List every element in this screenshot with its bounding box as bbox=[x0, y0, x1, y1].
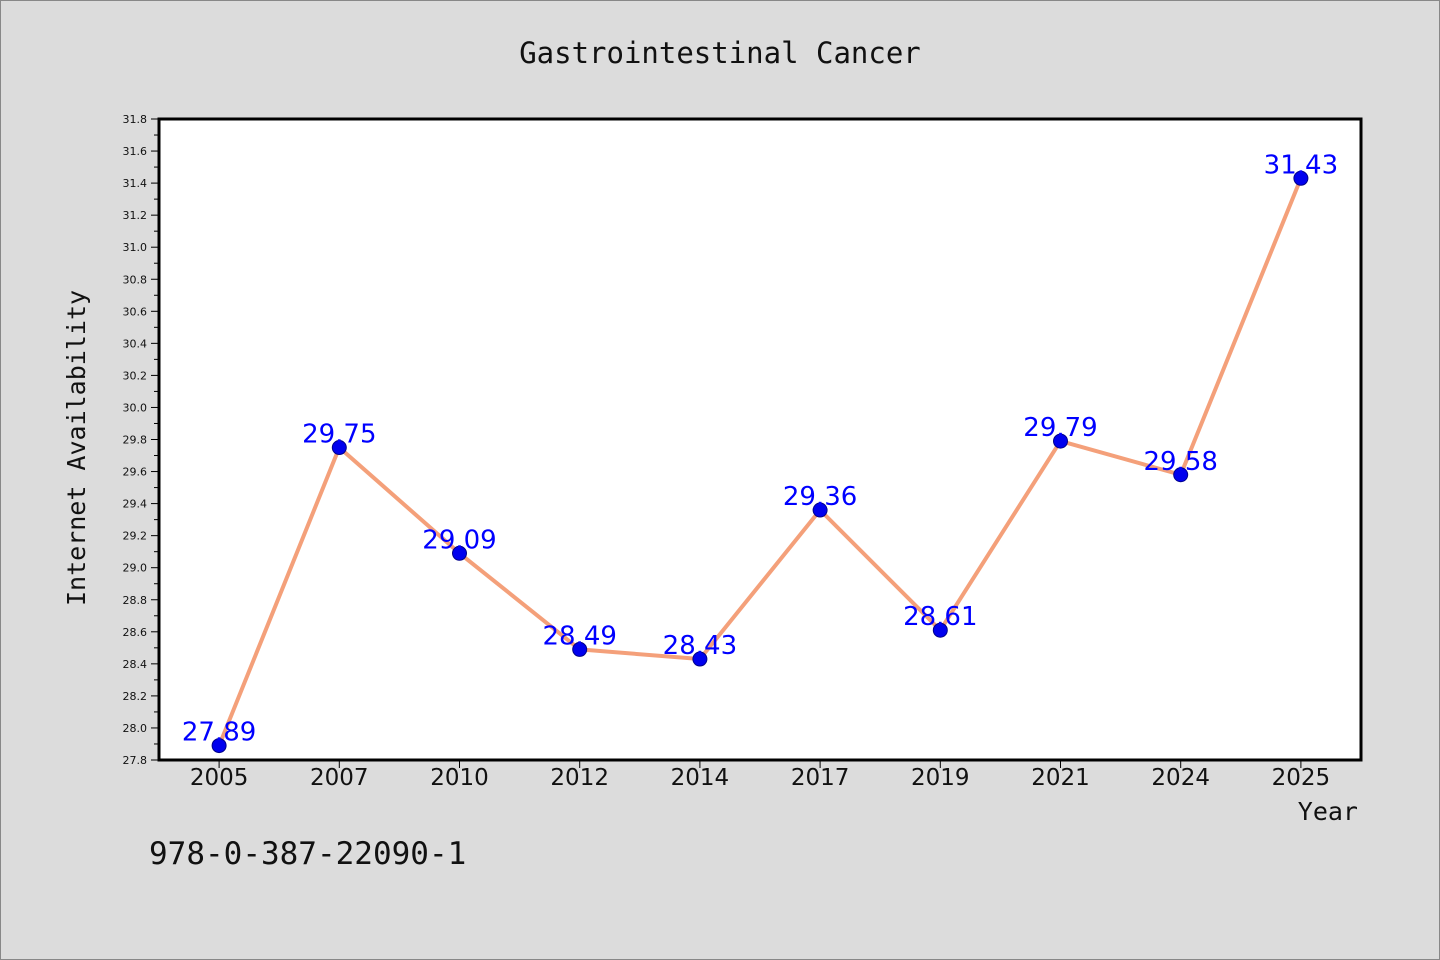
chart-title: Gastrointestinal Cancer bbox=[519, 36, 921, 70]
y-tick-label: 29.0 bbox=[123, 562, 148, 575]
x-tick-label: 2019 bbox=[911, 765, 970, 791]
data-label: 29.75 bbox=[302, 420, 376, 450]
series-group: 27.89 29.75 29.09 28.49 28.43 29.36 28.61 29.79… bbox=[182, 150, 1338, 754]
y-tick-label: 30.4 bbox=[123, 337, 148, 350]
series-line bbox=[217, 176, 1303, 748]
data-label: 29.09 bbox=[422, 525, 496, 555]
footer-code: 978-0-387-22090-1 bbox=[149, 836, 466, 872]
y-tick-label: 28.2 bbox=[123, 690, 148, 703]
x-tick-label: 2024 bbox=[1151, 765, 1210, 791]
y-tick-label: 31.4 bbox=[123, 177, 148, 190]
y-tick-label: 31.6 bbox=[123, 145, 148, 158]
data-point bbox=[692, 651, 708, 667]
data-label: 27.89 bbox=[182, 718, 256, 748]
y-tick-label: 30.6 bbox=[123, 305, 148, 318]
x-tick-label: 2005 bbox=[190, 765, 249, 791]
data-label: 28.49 bbox=[542, 621, 616, 651]
y-tick-label: 28.6 bbox=[123, 626, 148, 639]
x-tick-label: 2012 bbox=[550, 765, 609, 791]
y-tick-label: 31.2 bbox=[123, 209, 148, 222]
x-axis-title: Year bbox=[1298, 797, 1358, 826]
data-label: 31.43 bbox=[1264, 150, 1338, 180]
y-axis: 27.8 28.0 28.2 28.4 28.6 28.8 29.0 29.2 29.4 29.6… bbox=[123, 113, 159, 767]
data-label: 29.36 bbox=[783, 482, 857, 512]
y-tick-label: 30.8 bbox=[123, 273, 148, 286]
plot-area bbox=[159, 119, 1361, 760]
data-label: 29.79 bbox=[1023, 413, 1097, 443]
x-tick-label: 2017 bbox=[791, 765, 850, 791]
data-point bbox=[1173, 467, 1189, 483]
y-tick-label: 29.2 bbox=[123, 530, 148, 543]
data-point bbox=[572, 641, 588, 657]
data-label: 29.58 bbox=[1143, 447, 1217, 477]
y-tick-label: 28.8 bbox=[123, 594, 148, 607]
y-tick-label: 30.0 bbox=[123, 401, 148, 414]
y-tick-label: 27.8 bbox=[123, 754, 148, 767]
data-point bbox=[932, 622, 948, 638]
y-tick-label: 30.2 bbox=[123, 369, 148, 382]
x-tick-label: 2010 bbox=[430, 765, 489, 791]
data-point bbox=[812, 502, 828, 518]
data-point bbox=[1053, 433, 1068, 449]
data-point bbox=[331, 440, 347, 456]
x-tick-label: 2014 bbox=[671, 765, 730, 791]
data-point bbox=[1293, 170, 1309, 186]
plot-border bbox=[157, 117, 1363, 762]
x-tick-label: 2021 bbox=[1031, 765, 1090, 791]
y-tick-label: 28.0 bbox=[123, 722, 148, 735]
y-axis-title: Internet Availability bbox=[62, 290, 91, 606]
x-axis: 2005 2007 2010 2012 2014 2017 2019 2021 2024 2025 bbox=[190, 760, 1330, 791]
y-tick-label: 29.6 bbox=[123, 466, 148, 479]
data-label: 28.43 bbox=[663, 631, 737, 661]
x-tick-label: 2025 bbox=[1272, 765, 1331, 791]
data-label: 28.61 bbox=[903, 602, 977, 632]
data-point bbox=[452, 545, 467, 561]
y-tick-label: 31.0 bbox=[123, 241, 148, 254]
y-tick-label: 28.4 bbox=[123, 658, 148, 671]
y-tick-label: 29.4 bbox=[123, 498, 148, 511]
y-tick-label: 29.8 bbox=[123, 434, 148, 447]
x-tick-label: 2007 bbox=[310, 765, 369, 791]
data-point bbox=[211, 738, 227, 754]
y-tick-label: 31.8 bbox=[123, 113, 148, 126]
